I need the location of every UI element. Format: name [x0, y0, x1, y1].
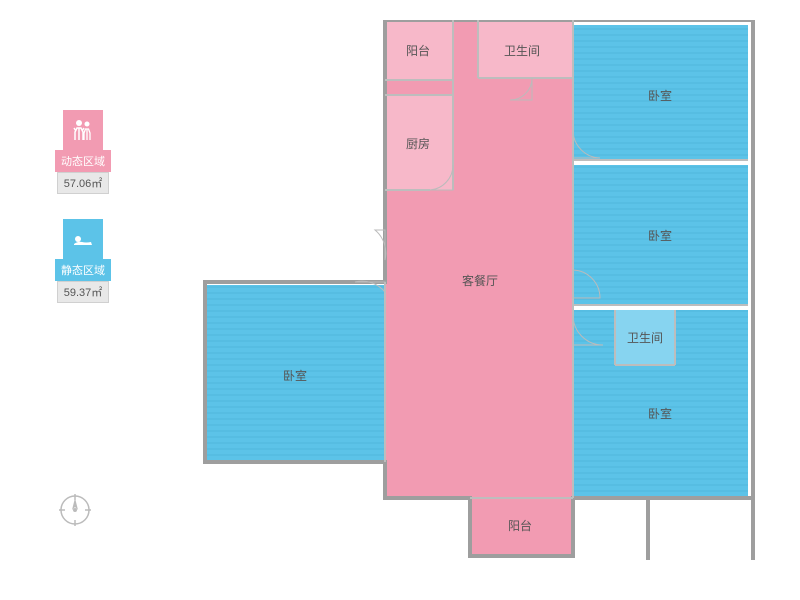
sleep-icon: [71, 227, 95, 251]
compass-icon: [55, 490, 95, 535]
legend-value-dynamic: 57.06㎡: [57, 172, 110, 194]
legend-swatch-static: [63, 219, 103, 259]
label-kitchen: 厨房: [406, 136, 430, 151]
label-bedroom1: 卧室: [648, 88, 672, 103]
label-bathroom2: 卫生间: [627, 331, 663, 345]
label-balcony2: 阳台: [508, 518, 532, 533]
legend-value-static: 59.37㎡: [57, 281, 110, 303]
legend-item-dynamic: 动态区域 57.06㎡: [55, 110, 111, 194]
legend: 动态区域 57.06㎡ 静态区域 59.37㎡: [55, 110, 111, 303]
label-bedroom4: 卧室: [283, 368, 307, 383]
floorplan: 阳台 卫生间 厨房 客餐厅 卧室 卧室 卫生间 卧室 卧室 阳台: [200, 20, 765, 585]
legend-swatch-dynamic: [63, 110, 103, 150]
people-icon: [71, 118, 95, 142]
label-bedroom3: 卧室: [648, 406, 672, 421]
legend-item-static: 静态区域 59.37㎡: [55, 219, 111, 303]
room-living: [385, 20, 573, 498]
label-living: 客餐厅: [462, 273, 498, 288]
label-bathroom1: 卫生间: [504, 44, 540, 58]
label-balcony1: 阳台: [406, 43, 430, 58]
legend-label-static: 静态区域: [55, 259, 111, 281]
label-bedroom2: 卧室: [648, 228, 672, 243]
legend-label-dynamic: 动态区域: [55, 150, 111, 172]
